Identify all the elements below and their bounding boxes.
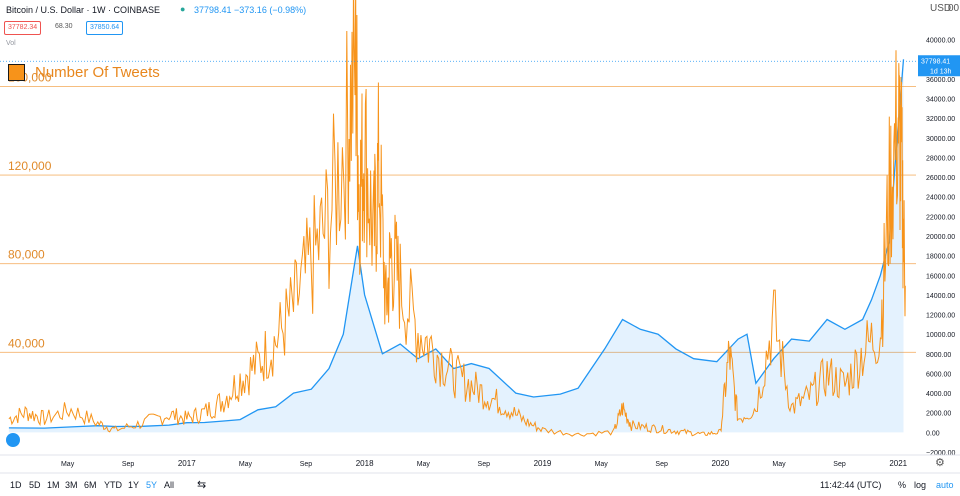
tradingview-logo-icon[interactable] — [6, 433, 20, 447]
bid-price-box[interactable]: 37782.34 — [4, 21, 42, 35]
price-axis-label: 40000.00 — [926, 38, 955, 45]
range-1y-button[interactable]: 1Y — [128, 480, 140, 490]
percent-scale-toggle[interactable]: % — [898, 480, 907, 490]
price-axis-label: 2000.00 — [926, 411, 951, 418]
price-axis-label: 4000.00 — [926, 391, 951, 398]
price-axis-label: 28000.00 — [926, 155, 955, 162]
price-axis-label: 8000.00 — [926, 352, 951, 359]
tweets-legend-label: Number Of Tweets — [35, 64, 160, 81]
price-axis-label: 20000.00 — [926, 234, 955, 241]
range-5d-button[interactable]: 5D — [29, 480, 41, 490]
time-axis-label: Sep — [655, 461, 668, 468]
time-axis-label: May — [239, 461, 253, 468]
auto-scale-toggle[interactable]: auto — [936, 480, 954, 490]
utc-clock[interactable]: 11:42:44 (UTC) — [820, 480, 882, 490]
time-axis-label: 2018 — [356, 459, 374, 468]
range-3m-button[interactable]: 3M — [65, 480, 78, 490]
range-1m-button[interactable]: 1M — [47, 480, 60, 490]
tweets-tick-label: 80,000 — [8, 248, 45, 262]
time-axis-label: Sep — [478, 461, 491, 468]
spread-value: 68.30 — [55, 23, 73, 30]
price-axis-label: 32000.00 — [926, 116, 955, 123]
price-axis-label: 0.00 — [926, 430, 940, 437]
countdown-label: 1d 13h — [930, 68, 952, 75]
time-axis-label: 2021 — [889, 459, 907, 468]
price-axis-label: 10000.00 — [926, 332, 955, 339]
range-all-button[interactable]: All — [164, 480, 175, 490]
time-axis-label: 2017 — [178, 459, 196, 468]
gear-icon[interactable]: ⚙ — [935, 457, 945, 469]
price-axis-label: 14000.00 — [926, 293, 955, 300]
symbol-title[interactable]: Bitcoin / U.S. Dollar · 1W · COINBASE — [6, 5, 161, 15]
currency-label[interactable]: USD — [930, 3, 952, 14]
last-price-badge — [918, 55, 960, 77]
price-info: 37798.41 −373.16 (−0.98%) — [194, 5, 307, 15]
price-axis-label: 34000.00 — [926, 97, 955, 104]
price-axis-label: 26000.00 — [926, 175, 955, 182]
range-5y-button[interactable]: 5Y — [146, 480, 158, 490]
log-scale-toggle[interactable]: log — [914, 480, 927, 490]
range-6m-button[interactable]: 6M — [84, 480, 97, 490]
volume-label[interactable]: Vol — [6, 40, 16, 47]
price-axis-label: 24000.00 — [926, 195, 955, 202]
tweets-tick-label: 120,000 — [8, 159, 52, 173]
scale-top-label: 00 — [948, 3, 960, 14]
bottom-toolbar: 1D 5D 1M 3M 6M YTD 1Y 5Y All ⇆ 11:42:44 … — [0, 474, 960, 496]
price-area — [8, 59, 904, 433]
time-axis-label: Sep — [300, 461, 313, 468]
status-dot-icon: ● — [180, 4, 186, 14]
tweets-legend-swatch — [8, 64, 25, 81]
price-axis-label: 22000.00 — [926, 214, 955, 221]
price-axis-label: −2000.00 — [926, 450, 955, 457]
price-axis-label: 12000.00 — [926, 313, 955, 320]
price-axis-label: 16000.00 — [926, 273, 955, 280]
time-axis-label: May — [61, 461, 75, 468]
range-1d-button[interactable]: 1D — [10, 480, 22, 490]
time-axis-label: May — [595, 461, 609, 468]
price-axis-label: 18000.00 — [926, 254, 955, 261]
time-axis-label: Sep — [833, 461, 846, 468]
time-axis-label: May — [772, 461, 786, 468]
tweets-line — [8, 0, 906, 437]
date-range-icon[interactable]: ⇆ — [197, 479, 207, 491]
price-axis-label: 36000.00 — [926, 77, 955, 84]
tweets-tick-label: 40,000 — [8, 336, 45, 350]
price-axis-label: 6000.00 — [926, 371, 951, 378]
time-axis-label: Sep — [122, 461, 135, 468]
price-line — [8, 59, 905, 429]
range-ytd-button[interactable]: YTD — [104, 480, 122, 490]
ask-price-box[interactable]: 37850.64 — [86, 21, 124, 35]
time-axis-label: May — [417, 461, 431, 468]
last-price-label: 37798.41 — [921, 58, 950, 65]
time-axis-label: 2019 — [534, 459, 552, 468]
price-axis-label: 30000.00 — [926, 136, 955, 143]
time-axis-label: 2020 — [711, 459, 729, 468]
